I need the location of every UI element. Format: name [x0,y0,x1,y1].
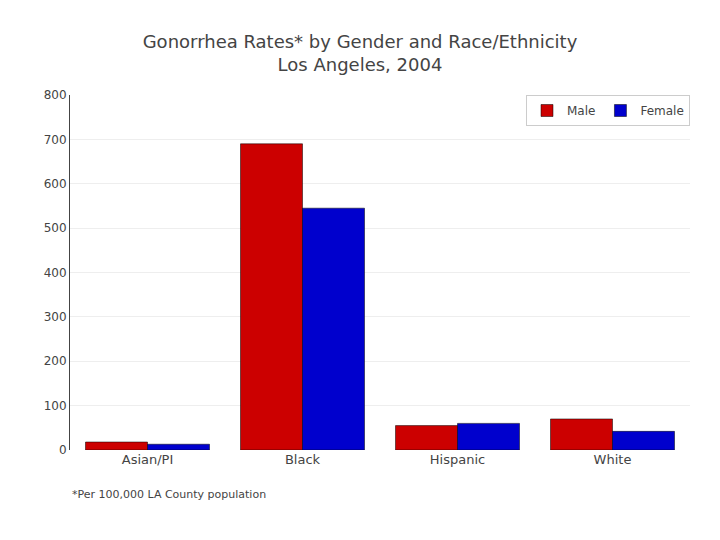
svg-text:300: 300 [44,310,67,324]
svg-text:700: 700 [44,133,67,147]
svg-text:Black: Black [285,452,321,467]
svg-text:500: 500 [44,221,67,235]
svg-text:0: 0 [59,443,67,457]
svg-text:Male: Male [567,104,595,118]
svg-text:Gonorrhea Rates* by Gender and: Gonorrhea Rates* by Gender and Race/Ethn… [143,31,578,75]
svg-text:Hispanic: Hispanic [430,452,485,467]
svg-text:*Per 100,000 LA County populat: *Per 100,000 LA County population [72,488,266,501]
svg-text:200: 200 [44,354,67,368]
svg-text:Female: Female [640,104,683,118]
svg-text:800: 800 [44,88,67,102]
svg-text:White: White [594,452,632,467]
svg-text:600: 600 [44,177,67,191]
svg-text:400: 400 [44,266,67,280]
svg-text:Asian/PI: Asian/PI [122,452,174,467]
svg-text:100: 100 [44,399,67,413]
